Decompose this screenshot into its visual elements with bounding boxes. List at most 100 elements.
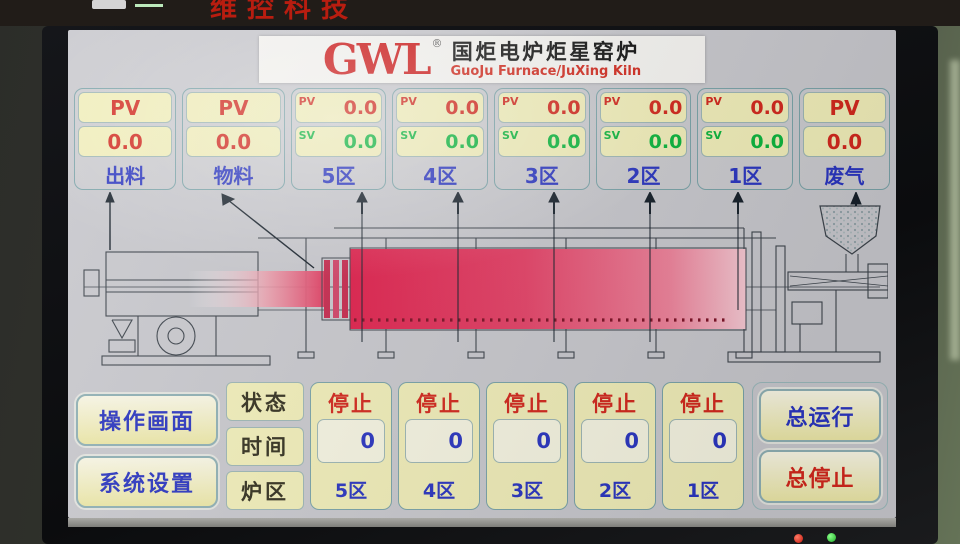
run-all-button[interactable]: 总运行 xyxy=(759,389,881,443)
exhaust-pv-value: 0.0 xyxy=(803,126,886,158)
arrow-zone4 xyxy=(452,192,464,343)
zone5-sv-value: 0.0 xyxy=(343,130,378,153)
material-pv-value: 0.0 xyxy=(186,126,281,158)
leader-arrows xyxy=(105,192,862,343)
arrow-zone1 xyxy=(732,192,744,311)
zone1-sv-row[interactable]: SV 0.0 xyxy=(701,126,790,158)
zone3-status[interactable]: 停止 xyxy=(504,392,550,417)
stop-all-button[interactable]: 总停止 xyxy=(759,450,881,503)
zone4-sv-value: 0.0 xyxy=(445,130,479,153)
zone4-pv-row: PV 0.0 xyxy=(396,92,484,124)
zone2-sv-row[interactable]: SV 0.0 xyxy=(599,126,688,158)
material-label: 物料 xyxy=(213,164,254,189)
panel-zone-2: PV 0.0 SV 0.0 2区 xyxy=(595,88,692,191)
zone4-status[interactable]: 停止 xyxy=(416,392,462,417)
zone5-status[interactable]: 停止 xyxy=(328,392,374,417)
row-header-zone: 炉区 xyxy=(226,471,304,510)
zone2-name: 2区 xyxy=(598,480,632,502)
zone3-sv-row[interactable]: SV 0.0 xyxy=(497,126,586,158)
zone1-pv-value: 0.0 xyxy=(750,96,785,119)
feed-section xyxy=(751,231,888,353)
discharge-pv-value: 0.0 xyxy=(78,126,173,158)
zone4-sv-row[interactable]: SV 0.0 xyxy=(396,126,484,158)
status-column-zone4: 停止 0 4区 xyxy=(398,382,480,510)
panel-material: PV 0.0 物料 xyxy=(182,88,285,191)
zone5-label: 5区 xyxy=(321,164,356,189)
panel-zone-4: PV 0.0 SV 0.0 4区 xyxy=(392,88,488,191)
zone3-name: 3区 xyxy=(510,480,544,502)
discharge-label: 出料 xyxy=(105,164,146,189)
zone2-pv-value: 0.0 xyxy=(648,96,683,119)
power-led-red xyxy=(794,534,803,543)
monitor-brand-text: 维控科技 xyxy=(210,0,358,24)
heat-zone-inlet-gradient xyxy=(188,271,330,308)
panel-discharge: PV 0.0 出料 xyxy=(74,88,177,191)
panel-exhaust: PV 0.0 废气 xyxy=(799,88,890,191)
material-pv-label: PV xyxy=(186,92,281,124)
process-value-panels: PV 0.0 出料 PV 0.0 物料 PV 0.0 SV 0.0 5区 PV 0.0… xyxy=(68,83,896,191)
zone5-pv-value: 0.0 xyxy=(343,96,378,119)
row-header-status: 状态 xyxy=(226,382,304,422)
zone1-pv-row: PV 0.0 xyxy=(701,92,790,124)
panel-zone-1: PV 0.0 SV 0.0 1区 xyxy=(697,88,794,191)
zone1-sv-value: 0.0 xyxy=(750,130,785,153)
exhaust-label: 废气 xyxy=(824,164,865,189)
zone3-label: 3区 xyxy=(524,164,559,189)
master-buttons: 总运行 总停止 xyxy=(752,382,888,510)
zone5-pv-row: PV 0.0 xyxy=(294,92,383,124)
zone2-pv-row: PV 0.0 xyxy=(599,92,688,124)
flange-section xyxy=(321,257,351,321)
background-reflection xyxy=(950,60,960,360)
zone5-sv-row[interactable]: SV 0.0 xyxy=(294,126,383,158)
heat-zone-feed-end xyxy=(670,249,746,330)
status-row-headers: 状态 时间 炉区 xyxy=(226,382,304,510)
zone5-time: 0 xyxy=(317,419,385,464)
zone2-status[interactable]: 停止 xyxy=(592,392,638,417)
zone1-time: 0 xyxy=(669,419,737,464)
arrow-zone3 xyxy=(548,192,560,343)
gwl-logo: GWL ® xyxy=(322,34,443,84)
sv-tag: SV xyxy=(501,129,519,143)
furnace-schematic xyxy=(76,192,888,378)
sv-tag: SV xyxy=(603,129,621,143)
bezel-bottom-edge xyxy=(68,518,896,527)
company-title-cn: 国炬电炉炬星窑炉 xyxy=(451,40,640,65)
heat-zone-main xyxy=(350,249,670,330)
pv-tag: PV xyxy=(603,95,621,109)
furnace-body-outline xyxy=(349,247,747,331)
zone1-name: 1区 xyxy=(686,480,720,502)
furnace-line-art xyxy=(83,227,881,366)
zone1-status[interactable]: 停止 xyxy=(680,392,726,417)
sv-tag: SV xyxy=(400,129,417,143)
arrow-exhaust xyxy=(850,192,862,207)
zone2-time: 0 xyxy=(581,419,649,464)
operation-screen-button[interactable]: 操作画面 xyxy=(76,394,218,447)
status-column-zone5: 停止 0 5区 xyxy=(310,382,392,510)
exhaust-pv-label: PV xyxy=(803,92,886,124)
pv-tag: PV xyxy=(705,95,722,109)
system-settings-button[interactable]: 系统设置 xyxy=(76,456,218,508)
pv-tag: PV xyxy=(400,95,417,109)
feed-hopper xyxy=(819,205,881,273)
discharge-pv-label: PV xyxy=(78,92,173,124)
arrow-zone2 xyxy=(644,192,656,343)
nav-buttons: 操作画面 系统设置 xyxy=(76,382,218,510)
zone3-time: 0 xyxy=(493,419,561,464)
zone2-label: 2区 xyxy=(626,164,661,189)
zone5-name: 5区 xyxy=(334,480,368,502)
zone3-pv-row: PV 0.0 xyxy=(497,92,586,124)
registered-mark: ® xyxy=(431,36,443,50)
status-column-zone2: 停止 0 2区 xyxy=(574,382,656,510)
zone3-sv-value: 0.0 xyxy=(546,130,581,153)
status-column-zone3: 停止 0 3区 xyxy=(486,382,568,510)
status-led-green xyxy=(827,533,836,542)
row-header-time: 时间 xyxy=(226,426,304,466)
zone4-name: 4区 xyxy=(422,480,456,502)
panel-zone-3: PV 0.0 SV 0.0 3区 xyxy=(493,88,590,191)
bottom-control-bar: 操作画面 系统设置 状态 时间 炉区 停止 0 5区 停止 0 4区 停止 0 xyxy=(76,382,888,510)
zone-status-table: 状态 时间 炉区 停止 0 5区 停止 0 4区 停止 0 3区 停止 0 xyxy=(226,382,744,510)
arrow-material xyxy=(221,193,315,269)
panel-zone-5: PV 0.0 SV 0.0 5区 xyxy=(290,88,387,191)
camera-background-top: 维控科技 xyxy=(0,0,960,26)
company-title-en: GuoJu Furnace/JuXing Kiln xyxy=(450,64,642,80)
